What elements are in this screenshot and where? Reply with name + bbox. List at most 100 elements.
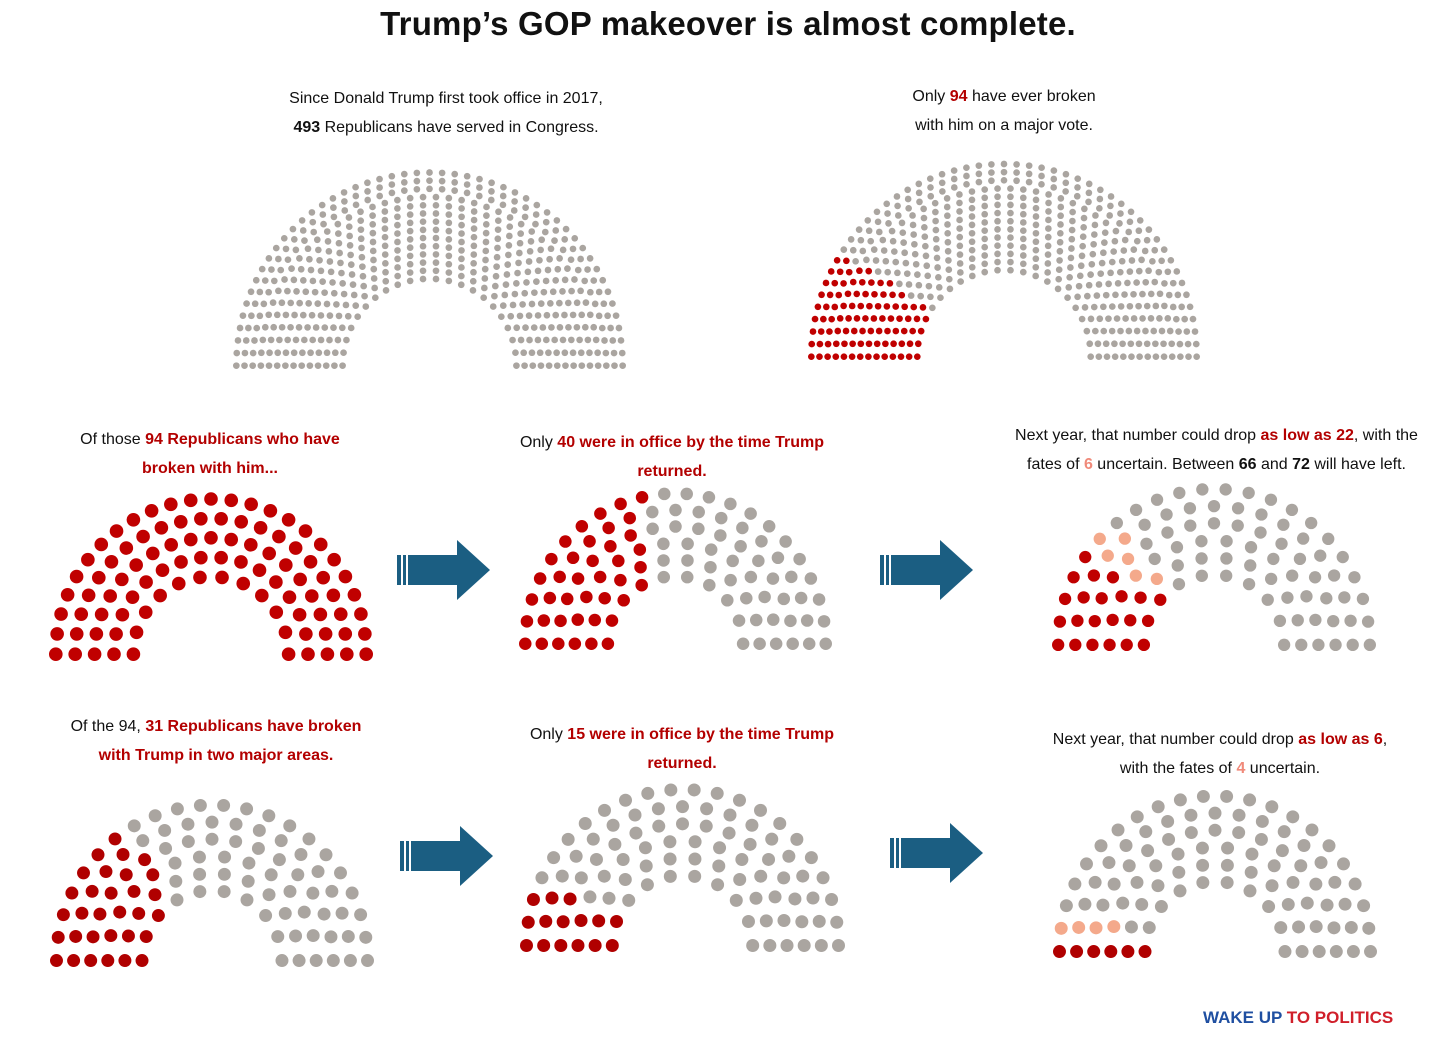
seat-dot bbox=[1231, 502, 1245, 515]
seat-dot bbox=[1294, 859, 1308, 873]
seat-dot bbox=[1128, 257, 1136, 264]
seat-dot bbox=[1173, 884, 1187, 898]
seat-dot bbox=[700, 802, 714, 816]
seat-dot bbox=[927, 192, 935, 200]
seat-dot bbox=[267, 336, 275, 344]
seat-dot bbox=[311, 865, 325, 879]
seat-dot bbox=[1207, 499, 1221, 513]
seat-dot bbox=[552, 227, 560, 234]
seat-dot bbox=[633, 543, 647, 556]
seat-dot bbox=[419, 234, 427, 242]
seat-dot bbox=[1105, 315, 1112, 322]
seat-dot bbox=[394, 205, 401, 212]
seat-dot bbox=[777, 592, 791, 606]
seat-dot bbox=[296, 255, 303, 262]
seat-dot bbox=[288, 541, 303, 555]
seat-dot bbox=[419, 210, 427, 217]
seat-dot bbox=[272, 529, 286, 544]
seat-dot bbox=[119, 541, 134, 555]
seat-dot bbox=[1121, 236, 1129, 244]
seat-dot bbox=[534, 336, 542, 344]
seat-dot bbox=[1244, 865, 1258, 879]
seat-dot bbox=[481, 284, 488, 292]
seat-dot bbox=[322, 362, 330, 369]
seat-dot bbox=[913, 315, 921, 323]
seat-dot bbox=[752, 554, 765, 568]
seat-dot bbox=[1068, 245, 1075, 252]
seat-dot bbox=[581, 323, 589, 331]
seat-dot bbox=[574, 913, 588, 927]
seat-dot bbox=[578, 817, 592, 831]
seat-dot bbox=[1300, 590, 1313, 603]
seat-dot bbox=[534, 267, 542, 275]
seat-dot bbox=[1150, 572, 1164, 586]
seat-dot bbox=[354, 313, 362, 321]
seat-dot bbox=[1038, 172, 1045, 180]
seat-dot bbox=[889, 291, 896, 299]
seat-dot bbox=[1111, 353, 1119, 360]
seat-dot bbox=[646, 522, 659, 536]
seat-dot bbox=[164, 497, 178, 512]
seat-dot bbox=[266, 349, 273, 357]
seat-dot bbox=[1025, 178, 1033, 186]
seat-dot bbox=[305, 589, 319, 603]
seat-dot bbox=[1090, 240, 1097, 248]
seat-dot bbox=[612, 312, 620, 320]
seat-dot bbox=[545, 891, 559, 905]
seat-dot bbox=[1133, 237, 1141, 245]
seat-dot bbox=[1070, 945, 1084, 958]
seat-dot bbox=[635, 491, 649, 504]
seat-dot bbox=[272, 853, 286, 867]
seat-dot bbox=[276, 336, 283, 344]
seat-dot bbox=[594, 507, 607, 520]
seat-dot bbox=[1171, 559, 1184, 572]
seat-dot bbox=[988, 161, 995, 168]
seat-dot bbox=[1138, 518, 1151, 531]
seat-dot bbox=[513, 324, 521, 332]
seat-dot bbox=[1152, 340, 1159, 348]
seat-dot bbox=[369, 229, 377, 237]
seat-dot bbox=[875, 228, 883, 236]
seat-dot bbox=[352, 302, 360, 309]
seat-dot bbox=[880, 291, 887, 298]
seat-dot bbox=[1305, 823, 1319, 837]
seat-dot bbox=[470, 233, 478, 241]
seat-dot bbox=[205, 815, 219, 829]
seat-dot bbox=[963, 164, 970, 172]
seat-dot bbox=[282, 245, 290, 253]
seat-dot bbox=[1064, 294, 1071, 302]
seat-dot bbox=[521, 915, 535, 929]
seat-dot bbox=[833, 257, 841, 264]
seat-dot bbox=[282, 311, 290, 319]
seat-dot bbox=[1207, 517, 1221, 530]
seat-dot bbox=[891, 248, 898, 255]
seat-dot bbox=[898, 291, 906, 299]
seat-dot bbox=[845, 315, 852, 322]
seat-dot bbox=[981, 268, 989, 276]
seat-dot bbox=[1148, 552, 1161, 566]
seat-dot bbox=[419, 267, 427, 275]
seat-dot bbox=[241, 874, 255, 888]
seat-dot bbox=[1134, 591, 1147, 604]
seat-dot bbox=[89, 627, 104, 641]
seat-dot bbox=[571, 572, 585, 585]
seat-dot bbox=[136, 834, 150, 848]
seat-dot bbox=[419, 275, 427, 283]
seat-dot bbox=[575, 520, 589, 533]
seat-dot bbox=[968, 255, 976, 263]
seat-dot bbox=[1068, 235, 1076, 243]
seat-dot bbox=[1103, 638, 1116, 651]
seat-dot bbox=[1130, 315, 1138, 322]
seat-dot bbox=[1114, 280, 1122, 287]
seat-dot bbox=[527, 238, 535, 245]
seat-dot bbox=[491, 292, 498, 300]
seat-dot bbox=[333, 301, 340, 308]
seat-dot bbox=[956, 260, 964, 267]
seat-dot bbox=[432, 218, 440, 226]
seat-dot bbox=[511, 189, 519, 196]
seat-dot bbox=[816, 340, 824, 348]
seat-dot bbox=[1089, 921, 1103, 935]
seat-dot bbox=[362, 303, 370, 310]
seat-dot bbox=[882, 257, 890, 265]
seat-dot bbox=[347, 251, 354, 259]
